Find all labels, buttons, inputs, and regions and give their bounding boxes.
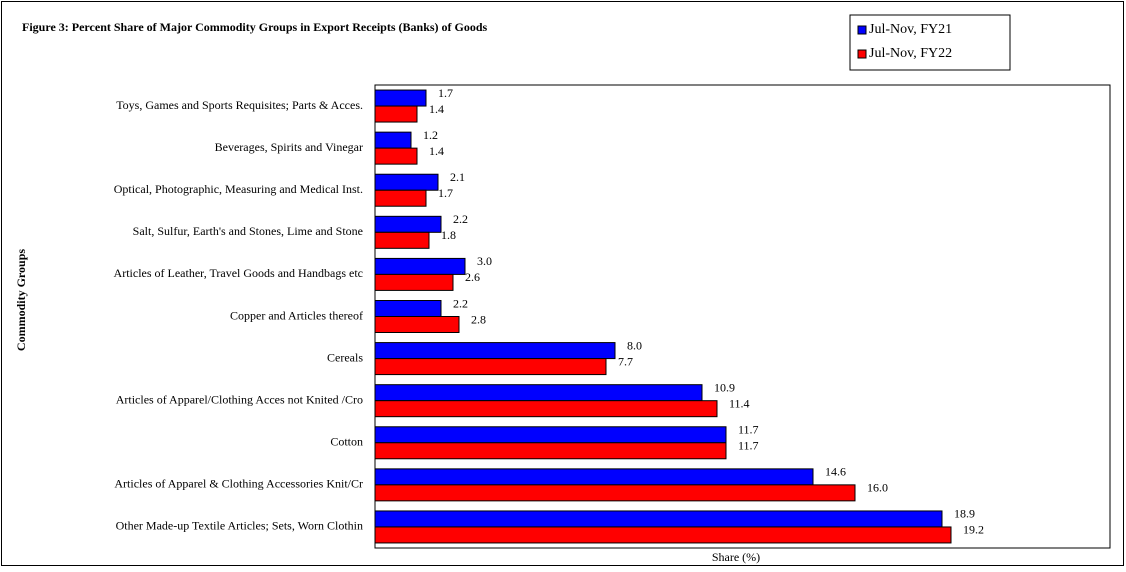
legend-label: Jul-Nov, FY21 — [869, 22, 952, 37]
y-tick-label: Copper and Articles thereof — [230, 308, 363, 322]
y-tick-label: Other Made-up Textile Articles; Sets, Wo… — [116, 519, 363, 533]
y-tick-label: Articles of Apparel/Clothing Acces not K… — [116, 392, 363, 406]
data-label: 18.9 — [954, 507, 975, 521]
data-label: 1.7 — [438, 86, 453, 100]
y-tick-label: Salt, Sulfur, Earth's and Stones, Lime a… — [133, 224, 363, 238]
y-tick-label: Optical, Photographic, Measuring and Med… — [114, 182, 363, 196]
bar — [374, 526, 952, 544]
x-axis-label: Share (%) — [712, 550, 760, 564]
bar — [374, 468, 814, 486]
data-label: 1.2 — [423, 128, 438, 142]
bar — [374, 300, 442, 317]
y-tick-label: Articles of Apparel & Clothing Accessori… — [114, 477, 363, 491]
y-tick-label: Articles of Leather, Travel Goods and Ha… — [114, 266, 363, 280]
data-label: 1.4 — [429, 144, 444, 158]
data-label: 7.7 — [618, 354, 633, 368]
data-label: 3.0 — [477, 254, 492, 268]
bar — [374, 316, 460, 333]
bar — [374, 342, 616, 360]
data-label: 1.7 — [438, 186, 453, 200]
bar — [374, 384, 703, 402]
data-label: 1.8 — [441, 228, 456, 242]
y-axis-label: Commodity Groups — [14, 249, 28, 351]
data-label: 19.2 — [963, 523, 984, 537]
bar — [374, 426, 727, 444]
data-label: 2.6 — [465, 270, 480, 284]
data-label: 2.8 — [471, 312, 486, 326]
data-label: 8.0 — [627, 338, 642, 352]
bar — [374, 442, 727, 460]
y-tick-label: Toys, Games and Sports Requisites; Parts… — [116, 98, 363, 112]
y-tick-label: Cotton — [330, 435, 363, 449]
legend-swatch — [857, 25, 867, 35]
legend-label: Jul-Nov, FY22 — [869, 46, 952, 61]
chart-title: Figure 3: Percent Share of Major Commodi… — [22, 20, 488, 34]
bar — [374, 257, 466, 275]
bar — [374, 273, 454, 291]
y-tick-label: Cereals — [327, 350, 363, 364]
bar — [374, 510, 943, 528]
data-label: 11.7 — [738, 439, 759, 453]
data-label: 11.4 — [729, 396, 750, 410]
legend — [849, 14, 1011, 71]
data-label: 2.2 — [453, 296, 468, 310]
bar — [374, 189, 427, 207]
data-label: 2.1 — [450, 170, 465, 184]
data-label: 14.6 — [825, 465, 846, 479]
data-label: 11.7 — [738, 423, 759, 437]
bar — [374, 173, 439, 191]
bar — [374, 400, 718, 418]
bar — [374, 231, 430, 249]
data-label: 10.9 — [714, 380, 735, 394]
bar — [374, 105, 418, 123]
bar — [374, 131, 412, 149]
legend-swatch — [857, 49, 867, 59]
bar — [374, 215, 442, 233]
y-tick-label: Beverages, Spirits and Vinegar — [215, 140, 363, 154]
bar — [374, 89, 427, 107]
data-label: 1.4 — [429, 102, 444, 116]
data-label: 16.0 — [867, 481, 888, 495]
bar — [374, 147, 418, 165]
bar — [374, 484, 856, 502]
data-label: 2.2 — [453, 212, 468, 226]
bar — [374, 358, 607, 376]
